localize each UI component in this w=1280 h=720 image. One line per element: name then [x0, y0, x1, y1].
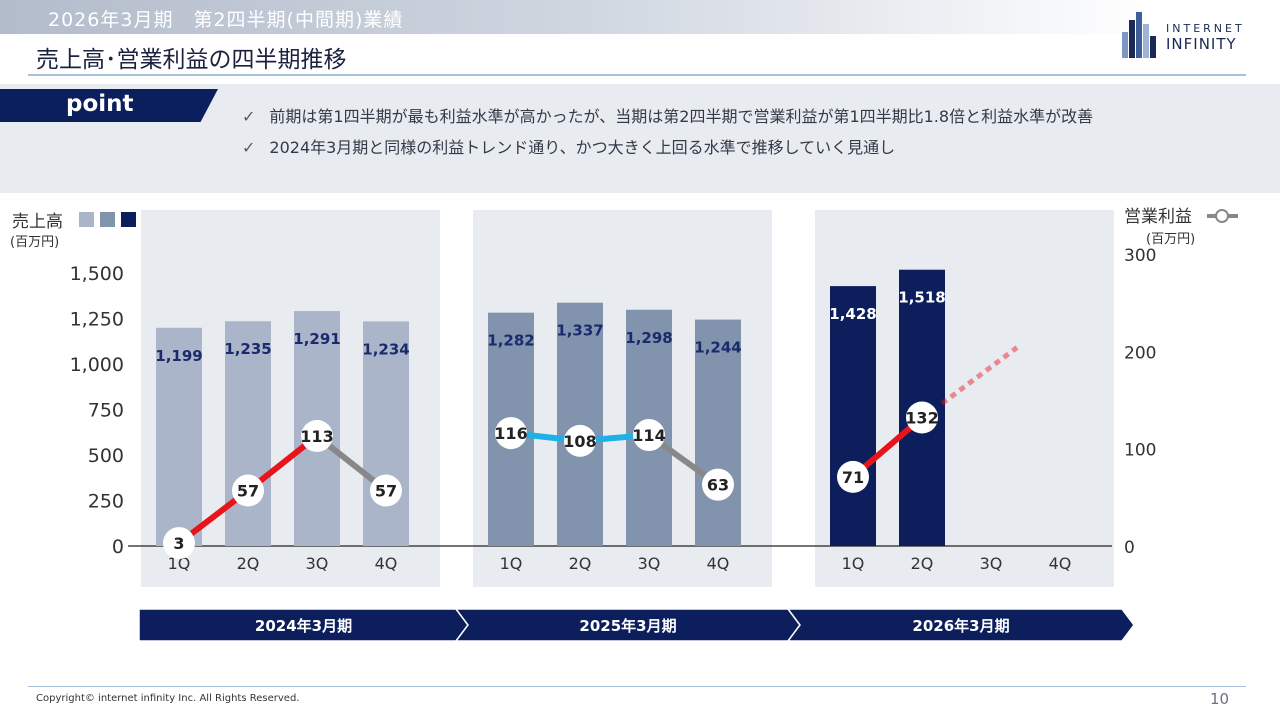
profit-forecast-line — [940, 345, 1019, 406]
sales-data-label: 1,518 — [898, 289, 945, 307]
sales-data-label: 1,428 — [829, 305, 876, 323]
sales-bar — [225, 321, 271, 546]
legend-bar-swatch — [121, 212, 136, 227]
profit-marker — [906, 401, 938, 434]
logo-text-internet: INTERNET — [1166, 22, 1245, 35]
profit-marker — [301, 420, 333, 453]
quarter-tick-label: 4Q — [1049, 554, 1072, 573]
checkmark-icon: ✓ — [242, 107, 256, 126]
logo-text-infinity: INFINITY — [1166, 35, 1237, 53]
left-axis-tick-label: 1,250 — [70, 309, 124, 331]
profit-marker — [837, 460, 869, 493]
left-axis-title: 売上高 — [12, 212, 63, 232]
profit-marker — [495, 417, 527, 450]
section-title: 2026年3月期 第2四半期(中間期)業績 — [48, 9, 404, 31]
sales-bar — [363, 321, 409, 546]
point-bullet-2: ✓ 2024年3月期と同様の利益トレンド通り、かつ大きく上回る水準で推移していく見… — [242, 134, 895, 158]
sales-data-label: 1,282 — [487, 332, 534, 350]
point-bullet-1-text: 前期は第1四半期が最も利益水準が高かったが、当期は第2四半期で営業利益が第1四半… — [269, 107, 1094, 126]
right-axis-unit: (百万円) — [1146, 232, 1195, 247]
profit-marker — [633, 419, 665, 452]
period-label: 2024年3月期 — [255, 617, 352, 635]
period-label: 2026年3月期 — [912, 617, 1009, 635]
sales-data-label: 1,298 — [625, 329, 672, 347]
left-axis-tick-label: 750 — [88, 400, 124, 422]
profit-data-label: 132 — [905, 409, 938, 428]
sales-bar — [557, 302, 603, 546]
sales-bar — [695, 319, 741, 546]
profit-marker — [702, 468, 734, 501]
title-divider — [28, 74, 1246, 76]
quarter-tick-label: 2Q — [237, 554, 260, 573]
sales-data-label: 1,244 — [694, 339, 741, 357]
left-axis-unit: (百万円) — [10, 235, 59, 250]
point-bullet-1: ✓ 前期は第1四半期が最も利益水準が高かったが、当期は第2四半期で営業利益が第1四… — [242, 103, 1093, 127]
profit-marker — [370, 474, 402, 507]
checkmark-icon: ✓ — [242, 138, 256, 157]
page-number: 10 — [1210, 690, 1230, 708]
profit-data-label: 113 — [300, 427, 333, 446]
quarter-tick-label: 3Q — [306, 554, 329, 573]
profit-data-label: 57 — [375, 482, 397, 501]
profit-marker — [163, 527, 195, 560]
quarter-tick-label: 3Q — [638, 554, 661, 573]
profit-data-label: 3 — [173, 534, 184, 553]
page-title: 売上高･営業利益の四半期推移 — [36, 47, 347, 73]
header-band — [0, 0, 1280, 34]
legend-line-marker — [1215, 209, 1229, 223]
left-axis-tick-label: 1,000 — [70, 354, 124, 376]
copyright-text: Copyright© internet infinity Inc. All Ri… — [36, 693, 300, 704]
period-arrow-segment — [786, 608, 1135, 642]
quarter-tick-label: 4Q — [375, 554, 398, 573]
company-logo — [1122, 12, 1156, 58]
quarter-tick-label: 1Q — [500, 554, 523, 573]
sales-data-label: 1,337 — [556, 322, 603, 340]
right-axis-tick-label: 0 — [1124, 538, 1135, 558]
sales-profit-chart: 0 250 500 750 1,000 1,250 1,500 売上高 (百万円) 0 100 200… — [10, 207, 1238, 642]
point-tag — [0, 89, 218, 122]
left-axis-tick-label: 1,500 — [70, 263, 124, 285]
right-axis-tick-label: 200 — [1124, 343, 1156, 363]
left-axis-tick-label: 0 — [112, 536, 124, 558]
profit-data-label: 63 — [707, 476, 729, 495]
profit-data-label: 116 — [494, 424, 527, 443]
sales-data-label: 1,291 — [293, 330, 340, 348]
profit-marker — [564, 424, 596, 457]
quarter-tick-label: 4Q — [707, 554, 730, 573]
right-axis-title: 営業利益 — [1124, 207, 1192, 227]
sales-data-label: 1,235 — [224, 340, 271, 358]
profit-marker — [232, 474, 264, 507]
quarter-tick-label: 1Q — [842, 554, 865, 573]
point-label: point — [66, 91, 134, 117]
sales-bar — [156, 327, 202, 546]
legend-bar-swatch — [79, 212, 94, 227]
period-label: 2025年3月期 — [579, 617, 676, 635]
profit-data-label: 57 — [237, 482, 259, 501]
sales-bar — [830, 286, 876, 546]
quarter-tick-label: 1Q — [168, 554, 191, 573]
sales-data-label: 1,199 — [155, 347, 202, 365]
point-panel — [0, 84, 1280, 193]
point-bullet-2-text: 2024年3月期と同様の利益トレンド通り、かつ大きく上回る水準で推移していく見通… — [269, 138, 896, 157]
right-axis-tick-label: 300 — [1124, 246, 1156, 266]
quarter-tick-label: 2Q — [569, 554, 592, 573]
profit-data-label: 108 — [563, 432, 596, 451]
left-axis-tick-label: 500 — [88, 445, 124, 467]
sales-data-label: 1,234 — [362, 340, 409, 358]
legend-bar-swatch — [100, 212, 115, 227]
left-axis-tick-label: 250 — [88, 491, 124, 513]
footer-divider — [28, 686, 1246, 687]
profit-data-label: 71 — [842, 468, 864, 487]
quarter-tick-label: 2Q — [911, 554, 934, 573]
profit-data-label: 114 — [632, 426, 665, 445]
quarter-tick-label: 3Q — [980, 554, 1003, 573]
right-axis-tick-label: 100 — [1124, 441, 1156, 461]
